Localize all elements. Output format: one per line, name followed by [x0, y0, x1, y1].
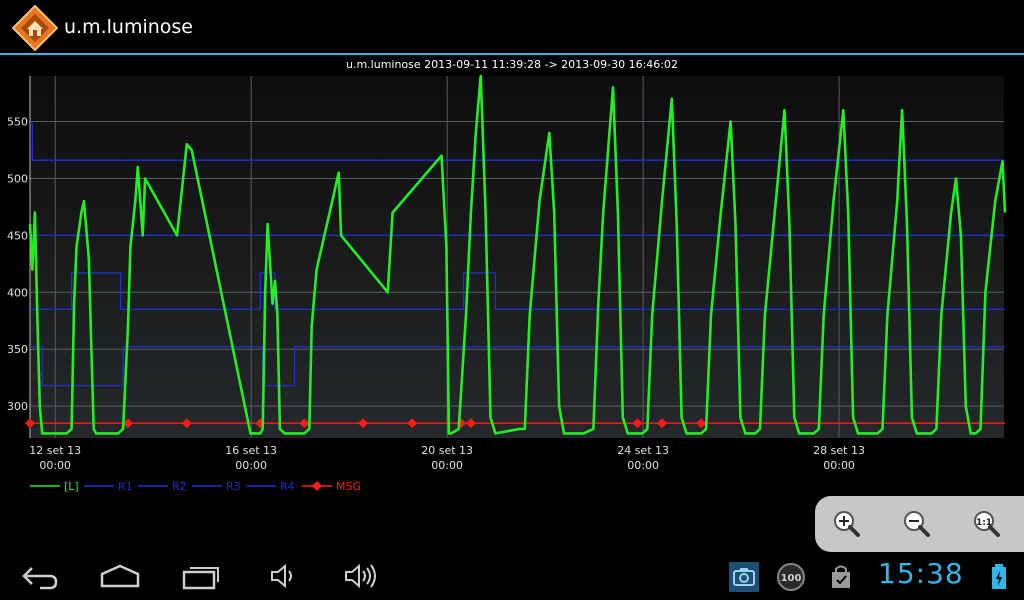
app-title: u.m.luminose — [64, 16, 193, 38]
actionbar-divider — [0, 53, 1024, 55]
legend-label: R1 — [118, 480, 133, 493]
msg-marker — [465, 418, 476, 429]
msg-marker — [407, 418, 418, 429]
x-tick-time: 00:00 — [431, 459, 463, 472]
battery-icon — [992, 564, 1006, 589]
screenshot-icon[interactable] — [729, 562, 759, 592]
zoom-out-icon[interactable] — [897, 504, 937, 544]
chart-title: u.m.luminose 2013-09-11 11:39:28 -> 2013… — [346, 58, 678, 71]
badge-text: 100 — [781, 573, 802, 584]
system-navigation-bar — [0, 552, 1024, 600]
y-tick-label: 400 — [7, 286, 28, 299]
y-tick-label: 450 — [7, 229, 28, 242]
msg-marker — [358, 418, 369, 429]
y-tick-label: 300 — [7, 400, 28, 413]
x-tick-time: 00:00 — [627, 459, 659, 472]
y-tick-label: 550 — [7, 116, 28, 129]
x-tick-date: 16 set 13 — [225, 444, 277, 457]
x-tick-time: 00:00 — [39, 459, 71, 472]
recent-apps-icon[interactable] — [170, 560, 230, 592]
x-tick-date: 12 set 13 — [29, 444, 81, 457]
x-tick-date: 20 set 13 — [421, 444, 473, 457]
volume-down-icon[interactable] — [250, 560, 310, 592]
x-tick-time: 00:00 — [823, 459, 855, 472]
chart-legend: [L] R1 R2 R3 R4 MSG — [30, 480, 361, 493]
svg-text:1:1: 1:1 — [976, 518, 992, 528]
msg-marker — [657, 418, 667, 429]
legend-label: [L] — [64, 480, 79, 493]
home-icon[interactable] — [90, 560, 150, 592]
msg-marker — [696, 418, 707, 429]
shopping-bag-icon[interactable] — [826, 562, 856, 592]
legend-label: R3 — [226, 480, 241, 493]
zoom-reset-icon[interactable]: 1:1 — [967, 504, 1007, 544]
series-line-r3 — [30, 272, 1005, 311]
chart-area[interactable]: u.m.luminose 2013-09-11 11:39:28 -> 2013… — [0, 56, 1024, 496]
y-tick-label: 350 — [7, 343, 28, 356]
y-tick-label: 500 — [7, 172, 28, 185]
series-line-r4 — [30, 346, 1005, 387]
legend-marker — [312, 481, 322, 491]
plot-background — [30, 76, 1004, 438]
zoom-controls: 1:1 — [815, 496, 1024, 552]
series-line-l — [28, 74, 1007, 435]
msg-marker — [299, 418, 310, 429]
msg-marker — [632, 418, 643, 429]
legend-label: R4 — [280, 480, 295, 493]
x-tick-date: 28 set 13 — [813, 444, 865, 457]
back-icon[interactable] — [10, 560, 70, 592]
action-bar: u.m.luminose — [0, 0, 1024, 56]
badge-100-icon[interactable]: 100 — [776, 562, 806, 592]
y-axis-ticks: 300 350 400 450 500 550 — [7, 116, 28, 414]
status-clock: 15:38 — [878, 557, 964, 590]
x-tick-date: 24 set 13 — [617, 444, 669, 457]
luminance-chart[interactable]: u.m.luminose 2013-09-11 11:39:28 -> 2013… — [0, 56, 1024, 496]
zoom-in-icon[interactable] — [827, 504, 867, 544]
series-line-r1 — [30, 123, 1005, 161]
msg-marker — [181, 418, 192, 429]
x-axis-ticks: 12 set 13 00:00 16 set 13 00:00 20 set 13 00:… — [29, 444, 865, 472]
x-tick-time: 00:00 — [235, 459, 267, 472]
volume-up-icon[interactable] — [330, 560, 390, 592]
home-icon[interactable] — [12, 5, 58, 51]
legend-label: MSG — [336, 480, 361, 493]
legend-label: R2 — [172, 480, 187, 493]
